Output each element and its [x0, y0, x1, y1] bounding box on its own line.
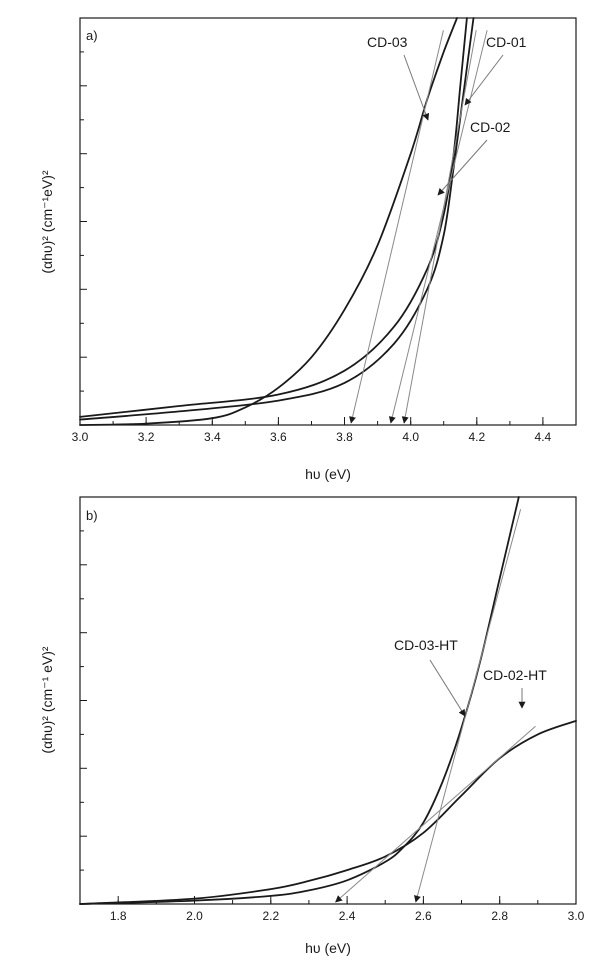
annotation-cd-02-arrow: [437, 139, 488, 196]
annotation-cd-03-ht-label: CD-03-HT: [394, 637, 458, 653]
panel-b: b) 1.8 2.0 2.2 2.4 2.6 2.8 3.0 hυ (eV) (αhυ)² …: [39, 496, 585, 956]
annotation-cd-03-ht-arrow: [429, 659, 466, 717]
panel-b-y-ticks: [80, 496, 87, 905]
x-tick-label: 2.6: [415, 909, 432, 923]
annotation-cd-01-arrow: [464, 54, 504, 106]
panel-b-y-axis-title: (αhυ)² (cm⁻¹ eV)²: [39, 646, 55, 753]
series-line-cd-03: [79, 17, 458, 426]
panel-b-plot-frame: [79, 496, 577, 905]
panel-b-x-ticks: 1.8 2.0 2.2 2.4 2.6 2.8 3.0: [79, 896, 585, 923]
panel-b-x-axis-title: hυ (eV): [305, 940, 351, 956]
annotation-cd-01-label: CD-01: [486, 34, 527, 50]
annotation-cd-03-arrow: [403, 54, 430, 121]
extrapolation-line-cd-01: [388, 30, 488, 424]
x-tick-label: 4.0: [402, 430, 419, 444]
annotation-cd-02-ht-label: CD-02-HT: [483, 667, 547, 683]
series-line-cd-02-ht: [79, 720, 577, 905]
x-tick-label: 3.0: [568, 909, 585, 923]
panel-a-x-axis-title: hυ (eV): [305, 466, 351, 482]
panel-a-y-axis-title: (αhυ)² (cm⁻¹eV)²: [39, 170, 55, 274]
series-line-cd-01: [79, 17, 475, 421]
panel-a-label: a): [86, 28, 98, 43]
x-tick-label: 2.4: [339, 909, 356, 923]
x-tick-label: 3.8: [336, 430, 353, 444]
panel-a: a) 3.0 3.2 3.4 3.6 3.8 4.0 4.2 4.4 hυ (eV) (αhυ…: [39, 17, 577, 482]
x-tick-label: 3.6: [270, 430, 287, 444]
x-tick-label: 3.4: [204, 430, 221, 444]
x-tick-label: 3.0: [72, 430, 89, 444]
panel-b-label: b): [86, 508, 98, 523]
x-tick-label: 2.8: [491, 909, 508, 923]
annotation-cd-02-label: CD-02: [470, 119, 511, 135]
extrapolation-line-cd-03: [349, 30, 444, 424]
panel-a-x-ticks: 3.0 3.2 3.4 3.6 3.8 4.0 4.2 4.4: [72, 417, 577, 444]
panel-b-extrapolation-lines: [335, 509, 536, 903]
extrapolation-line-cd-03-ht: [414, 509, 522, 903]
series-line-cd-02: [79, 17, 468, 418]
x-tick-label: 1.8: [110, 909, 127, 923]
x-tick-label: 4.4: [535, 430, 552, 444]
extrapolation-line-cd-02-ht: [335, 725, 536, 903]
x-tick-label: 3.2: [138, 430, 155, 444]
series-line-cd-03-ht: [79, 496, 520, 905]
panel-a-plot-frame: [79, 17, 577, 426]
panel-a-extrapolation-lines: [349, 30, 488, 424]
x-tick-label: 2.2: [262, 909, 279, 923]
extrapolation-line-cd-02: [401, 30, 477, 424]
x-tick-label: 2.0: [186, 909, 203, 923]
panel-b-curves: [79, 496, 577, 905]
panel-a-y-ticks: [80, 17, 87, 426]
annotation-cd-03-label: CD-03: [367, 34, 408, 50]
x-tick-label: 4.2: [468, 430, 485, 444]
